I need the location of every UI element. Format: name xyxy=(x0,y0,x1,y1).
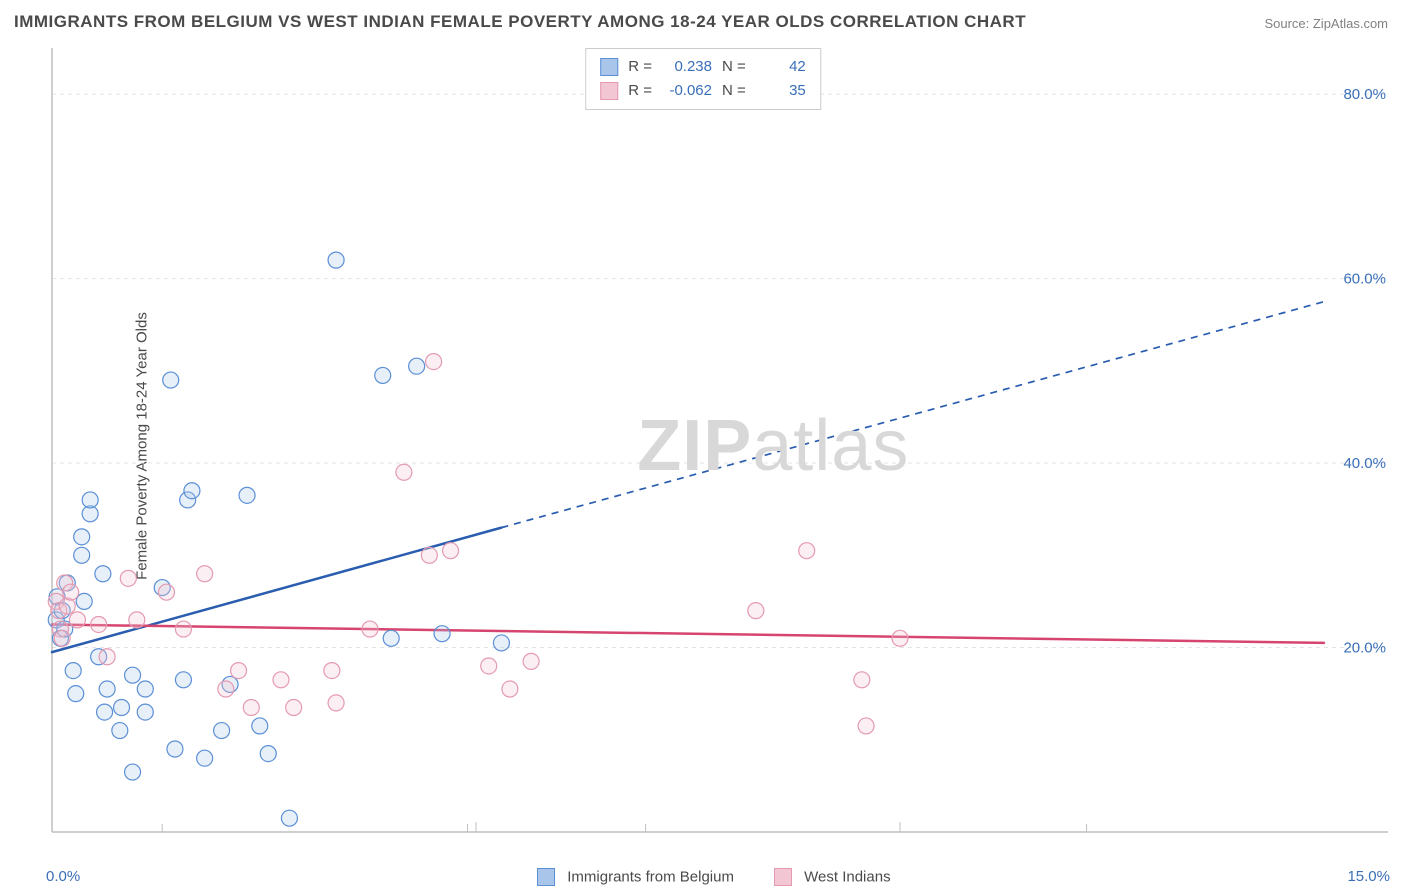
source-attribution: Source: ZipAtlas.com xyxy=(1264,16,1388,31)
legend-swatch-icon xyxy=(537,868,555,886)
legend-item-0: Immigrants from Belgium xyxy=(537,868,734,886)
chart-title: IMMIGRANTS FROM BELGIUM VS WEST INDIAN F… xyxy=(14,12,1026,32)
svg-text:80.0%: 80.0% xyxy=(1343,86,1386,103)
n-value-1: 35 xyxy=(756,79,806,103)
legend-swatch-icon xyxy=(600,82,618,100)
r-label: R = xyxy=(628,55,652,79)
n-label: N = xyxy=(722,79,746,103)
svg-text:20.0%: 20.0% xyxy=(1343,640,1386,657)
x-tick-min: 0.0% xyxy=(46,868,80,885)
stats-row-series-0: R = 0.238 N = 42 xyxy=(600,55,806,79)
legend-swatch-icon xyxy=(600,58,618,76)
legend-item-1: West Indians xyxy=(774,868,891,886)
r-value-1: -0.062 xyxy=(662,79,712,103)
x-axis-row: 0.0% Immigrants from Belgium West Indian… xyxy=(46,868,1390,886)
legend-label-1: West Indians xyxy=(804,869,890,886)
svg-text:40.0%: 40.0% xyxy=(1343,455,1386,472)
r-value-0: 0.238 xyxy=(662,55,712,79)
legend-swatch-icon xyxy=(774,868,792,886)
legend-label-0: Immigrants from Belgium xyxy=(567,869,734,886)
r-label: R = xyxy=(628,79,652,103)
stats-row-series-1: R = -0.062 N = 35 xyxy=(600,79,806,103)
scatter-plot: 20.0% 40.0% 60.0% 80.0% xyxy=(46,44,1390,836)
bottom-legend: Immigrants from Belgium West Indians xyxy=(537,868,891,886)
stats-legend-box: R = 0.238 N = 42 R = -0.062 N = 35 xyxy=(585,48,821,110)
x-tick-max: 15.0% xyxy=(1347,868,1390,885)
n-value-0: 42 xyxy=(756,55,806,79)
svg-text:60.0%: 60.0% xyxy=(1343,271,1386,288)
n-label: N = xyxy=(722,55,746,79)
